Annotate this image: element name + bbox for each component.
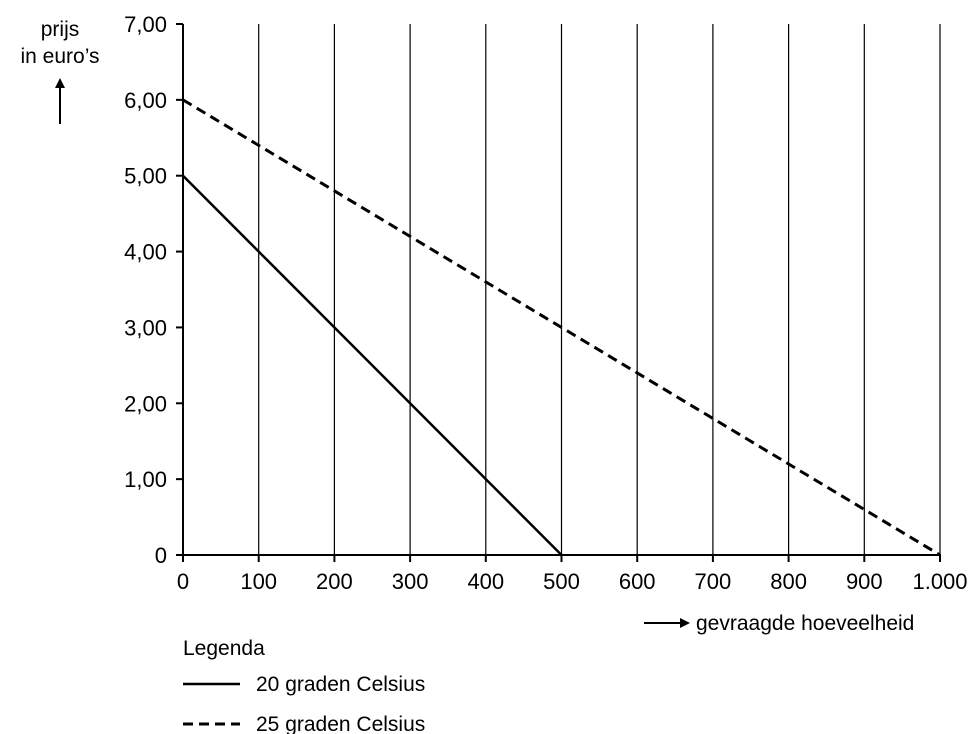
x-tick-label: 900 (846, 569, 883, 594)
x-tick-label: 600 (619, 569, 656, 594)
y-tick-label: 6,00 (124, 88, 167, 113)
y-tick-label: 2,00 (124, 391, 167, 416)
y-axis-label-line1: prijs (41, 18, 80, 41)
axes (176, 24, 941, 556)
x-tick-label: 800 (770, 569, 807, 594)
vertical-gridlines (258, 24, 941, 555)
y-tick-label: 1,00 (124, 467, 167, 492)
x-tick-label: 500 (543, 569, 580, 594)
y-tick-label: 5,00 (124, 164, 167, 189)
y-tick-label: 3,00 (124, 315, 167, 340)
legend: Legenda 20 graden Celsius 25 graden Cels… (183, 637, 425, 734)
y-tick-label: 7,00 (124, 12, 167, 37)
y-tick-label: 4,00 (124, 240, 167, 265)
y-tick-label: 0 (155, 543, 167, 568)
y-axis-label-line2: in euro’s (21, 45, 100, 68)
series-line-25-graden (182, 98, 941, 557)
x-tick-label: 100 (240, 569, 277, 594)
x-tick-label: 0 (177, 569, 189, 594)
x-tick-label: 700 (695, 569, 732, 594)
up-arrow-icon (55, 78, 65, 124)
right-arrow-icon (644, 618, 690, 628)
legend-label-20: 20 graden Celsius (256, 673, 425, 696)
y-ticks: 0 1,00 2,00 3,00 4,00 5,00 6,00 7,00 (124, 12, 183, 568)
x-tick-label: 200 (316, 569, 353, 594)
x-axis-label: gevraagde hoeveelheid (696, 612, 914, 635)
series-line-20-graden (182, 174, 563, 556)
x-ticks: 0 100 200 300 400 500 600 700 800 900 1.000 (177, 555, 968, 594)
series-lines (182, 98, 941, 557)
x-tick-label: 400 (467, 569, 504, 594)
x-tick-label: 1.000 (912, 569, 967, 594)
legend-title: Legenda (183, 637, 265, 660)
legend-label-25: 25 graden Celsius (256, 713, 425, 734)
x-tick-label: 300 (392, 569, 429, 594)
